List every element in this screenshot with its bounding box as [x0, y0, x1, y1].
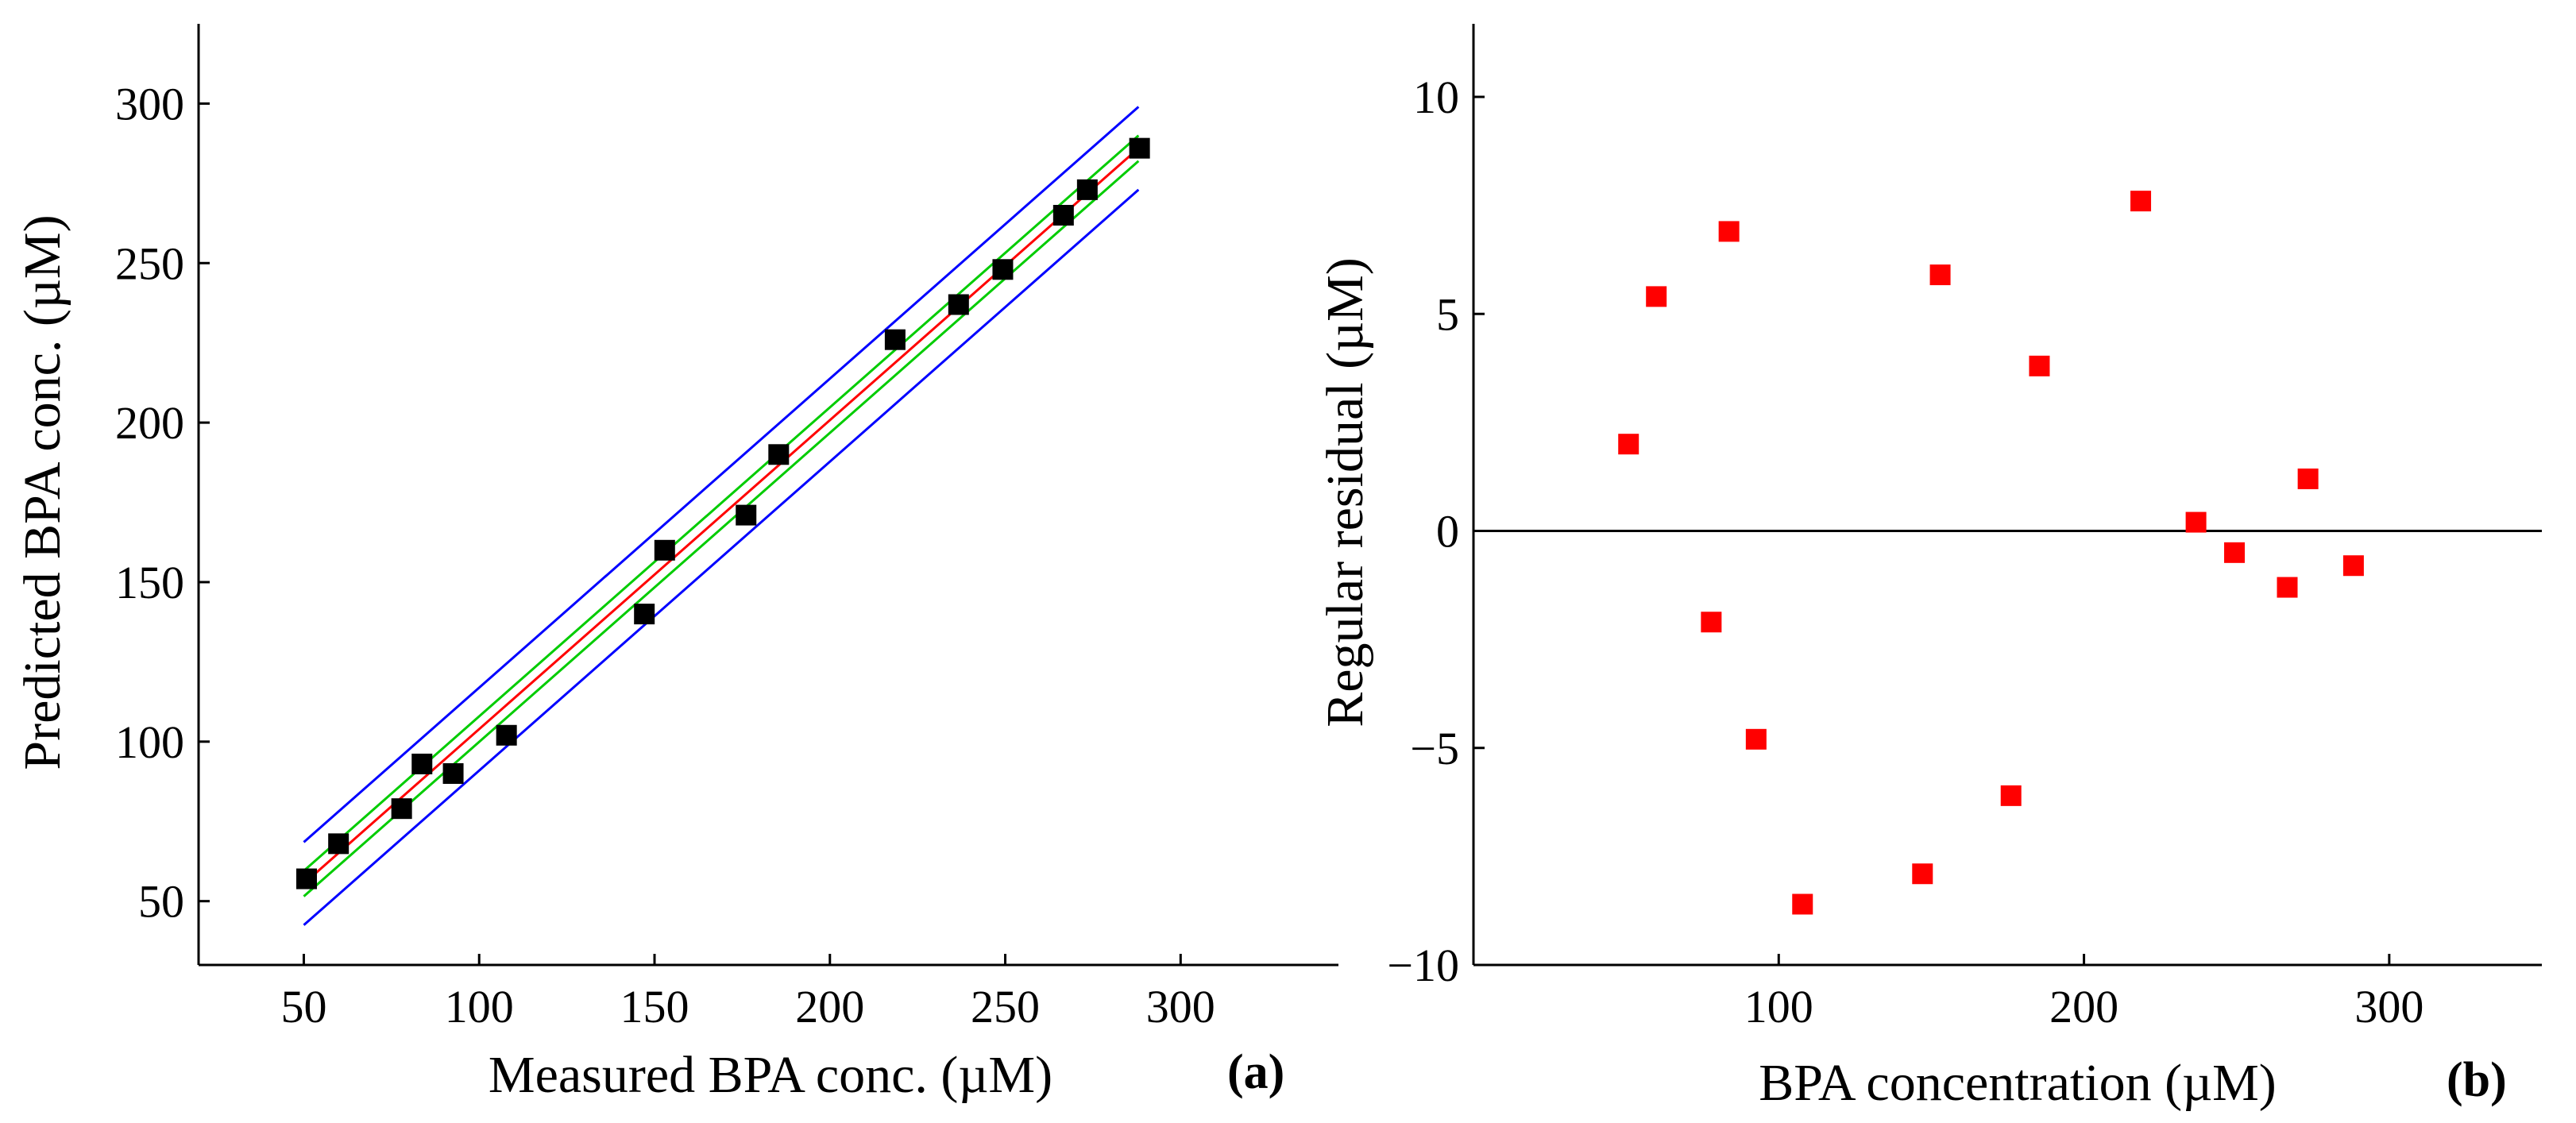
- chart-b-point: [1745, 728, 1767, 750]
- chart-a-x-tick-label: 50: [280, 981, 326, 1032]
- chart-a-x-tick-label: 250: [971, 981, 1040, 1032]
- chart-a-prediction-upper: [303, 106, 1140, 843]
- chart-b-x-label: BPA concentration (µM): [1759, 1054, 2277, 1112]
- chart-a-panel-label: (a): [1227, 1045, 1284, 1099]
- chart-b-point: [1912, 863, 1933, 885]
- chart-a-point: [496, 724, 517, 746]
- chart-b-point: [1646, 286, 1667, 307]
- chart-a-x-ticks: 50 100 150 200 250 300: [280, 954, 1215, 1032]
- chart-a-y-ticks: 50 100 150 200 250 300: [115, 78, 210, 928]
- chart-a-point: [442, 762, 464, 784]
- chart-a-point: [654, 539, 675, 561]
- chart-a-point: [884, 329, 906, 350]
- chart-b-x-tick-label: 100: [1744, 981, 1813, 1032]
- chart-b-y-tick-label: 0: [1436, 506, 1459, 558]
- chart-b-point: [2000, 785, 2022, 806]
- chart-b-y-tick-label: 10: [1413, 71, 1459, 123]
- chart-b-y-tick-label: −5: [1410, 723, 1459, 774]
- chart-a-point: [634, 604, 655, 625]
- chart-b: 100 200 300 −10 −5 0 5 10 BPA concentration (µ…: [1316, 24, 2542, 1112]
- chart-a-y-tick-label: 50: [138, 876, 184, 928]
- chart-b-point: [1929, 264, 1951, 286]
- chart-a-point: [328, 833, 350, 855]
- chart-a-x-label: Measured BPA conc. (µM): [489, 1046, 1052, 1104]
- chart-b-point: [2029, 355, 2050, 376]
- chart-b-point: [2224, 542, 2246, 563]
- chart-b-point: [1618, 434, 1639, 455]
- chart-a-x-tick-label: 100: [445, 981, 514, 1032]
- chart-a-confidence-upper: [303, 134, 1140, 872]
- chart-b-point: [2297, 468, 2319, 489]
- chart-a-x-tick-label: 300: [1146, 981, 1215, 1032]
- chart-b-y-label: Regular residual (µM): [1316, 257, 1374, 727]
- chart-b-point: [2185, 511, 2207, 533]
- chart-b-points: [1618, 191, 2364, 915]
- chart-a-y-tick-label: 150: [115, 557, 184, 608]
- chart-b-point: [1701, 612, 1722, 633]
- chart-a-point: [736, 504, 757, 526]
- chart-a-y-tick-label: 200: [115, 397, 184, 449]
- chart-a-point: [1076, 179, 1098, 200]
- chart-a-point: [768, 444, 790, 465]
- chart-a-point: [1129, 137, 1150, 159]
- chart-b-panel-label: (b): [2447, 1053, 2507, 1107]
- chart-a-prediction-lower: [303, 188, 1140, 926]
- chart-a-y-tick-label: 100: [115, 716, 184, 768]
- chart-b-point: [1718, 221, 1740, 242]
- chart-b-y-tick-label: 5: [1436, 288, 1459, 340]
- chart-b-x-tick-label: 300: [2354, 981, 2423, 1032]
- chart-b-point: [2277, 577, 2298, 598]
- chart-a-x-tick-label: 200: [795, 981, 864, 1032]
- chart-b-y-tick-label: −10: [1387, 940, 1459, 991]
- chart-a-point: [295, 868, 317, 890]
- chart-b-x-tick-label: 200: [2049, 981, 2118, 1032]
- chart-b-point: [2130, 191, 2152, 212]
- chart-a-y-label: Predicted BPA conc. (µM): [14, 214, 71, 770]
- chart-a-y-tick-label: 300: [115, 78, 184, 129]
- chart-a-points: [295, 137, 1150, 890]
- chart-a-confidence-lower: [303, 160, 1140, 897]
- chart-a-x-tick-label: 150: [620, 981, 689, 1032]
- chart-a-point: [948, 294, 969, 315]
- chart-a: 50 100 150 200 250 300 50 100 150 200 250 300 Meas…: [14, 24, 1338, 1104]
- chart-a-point: [1052, 205, 1074, 226]
- chart-b-point: [2342, 555, 2364, 577]
- chart-b-point: [1792, 893, 1813, 915]
- chart-a-point: [391, 798, 412, 820]
- chart-b-y-ticks: −10 −5 0 5 10: [1387, 71, 1485, 991]
- chart-a-point: [992, 259, 1014, 280]
- chart-a-lines: [303, 106, 1140, 926]
- chart-b-x-ticks: 100 200 300: [1744, 954, 2423, 1032]
- chart-a-y-tick-label: 250: [115, 237, 184, 289]
- chart-a-point: [411, 753, 433, 774]
